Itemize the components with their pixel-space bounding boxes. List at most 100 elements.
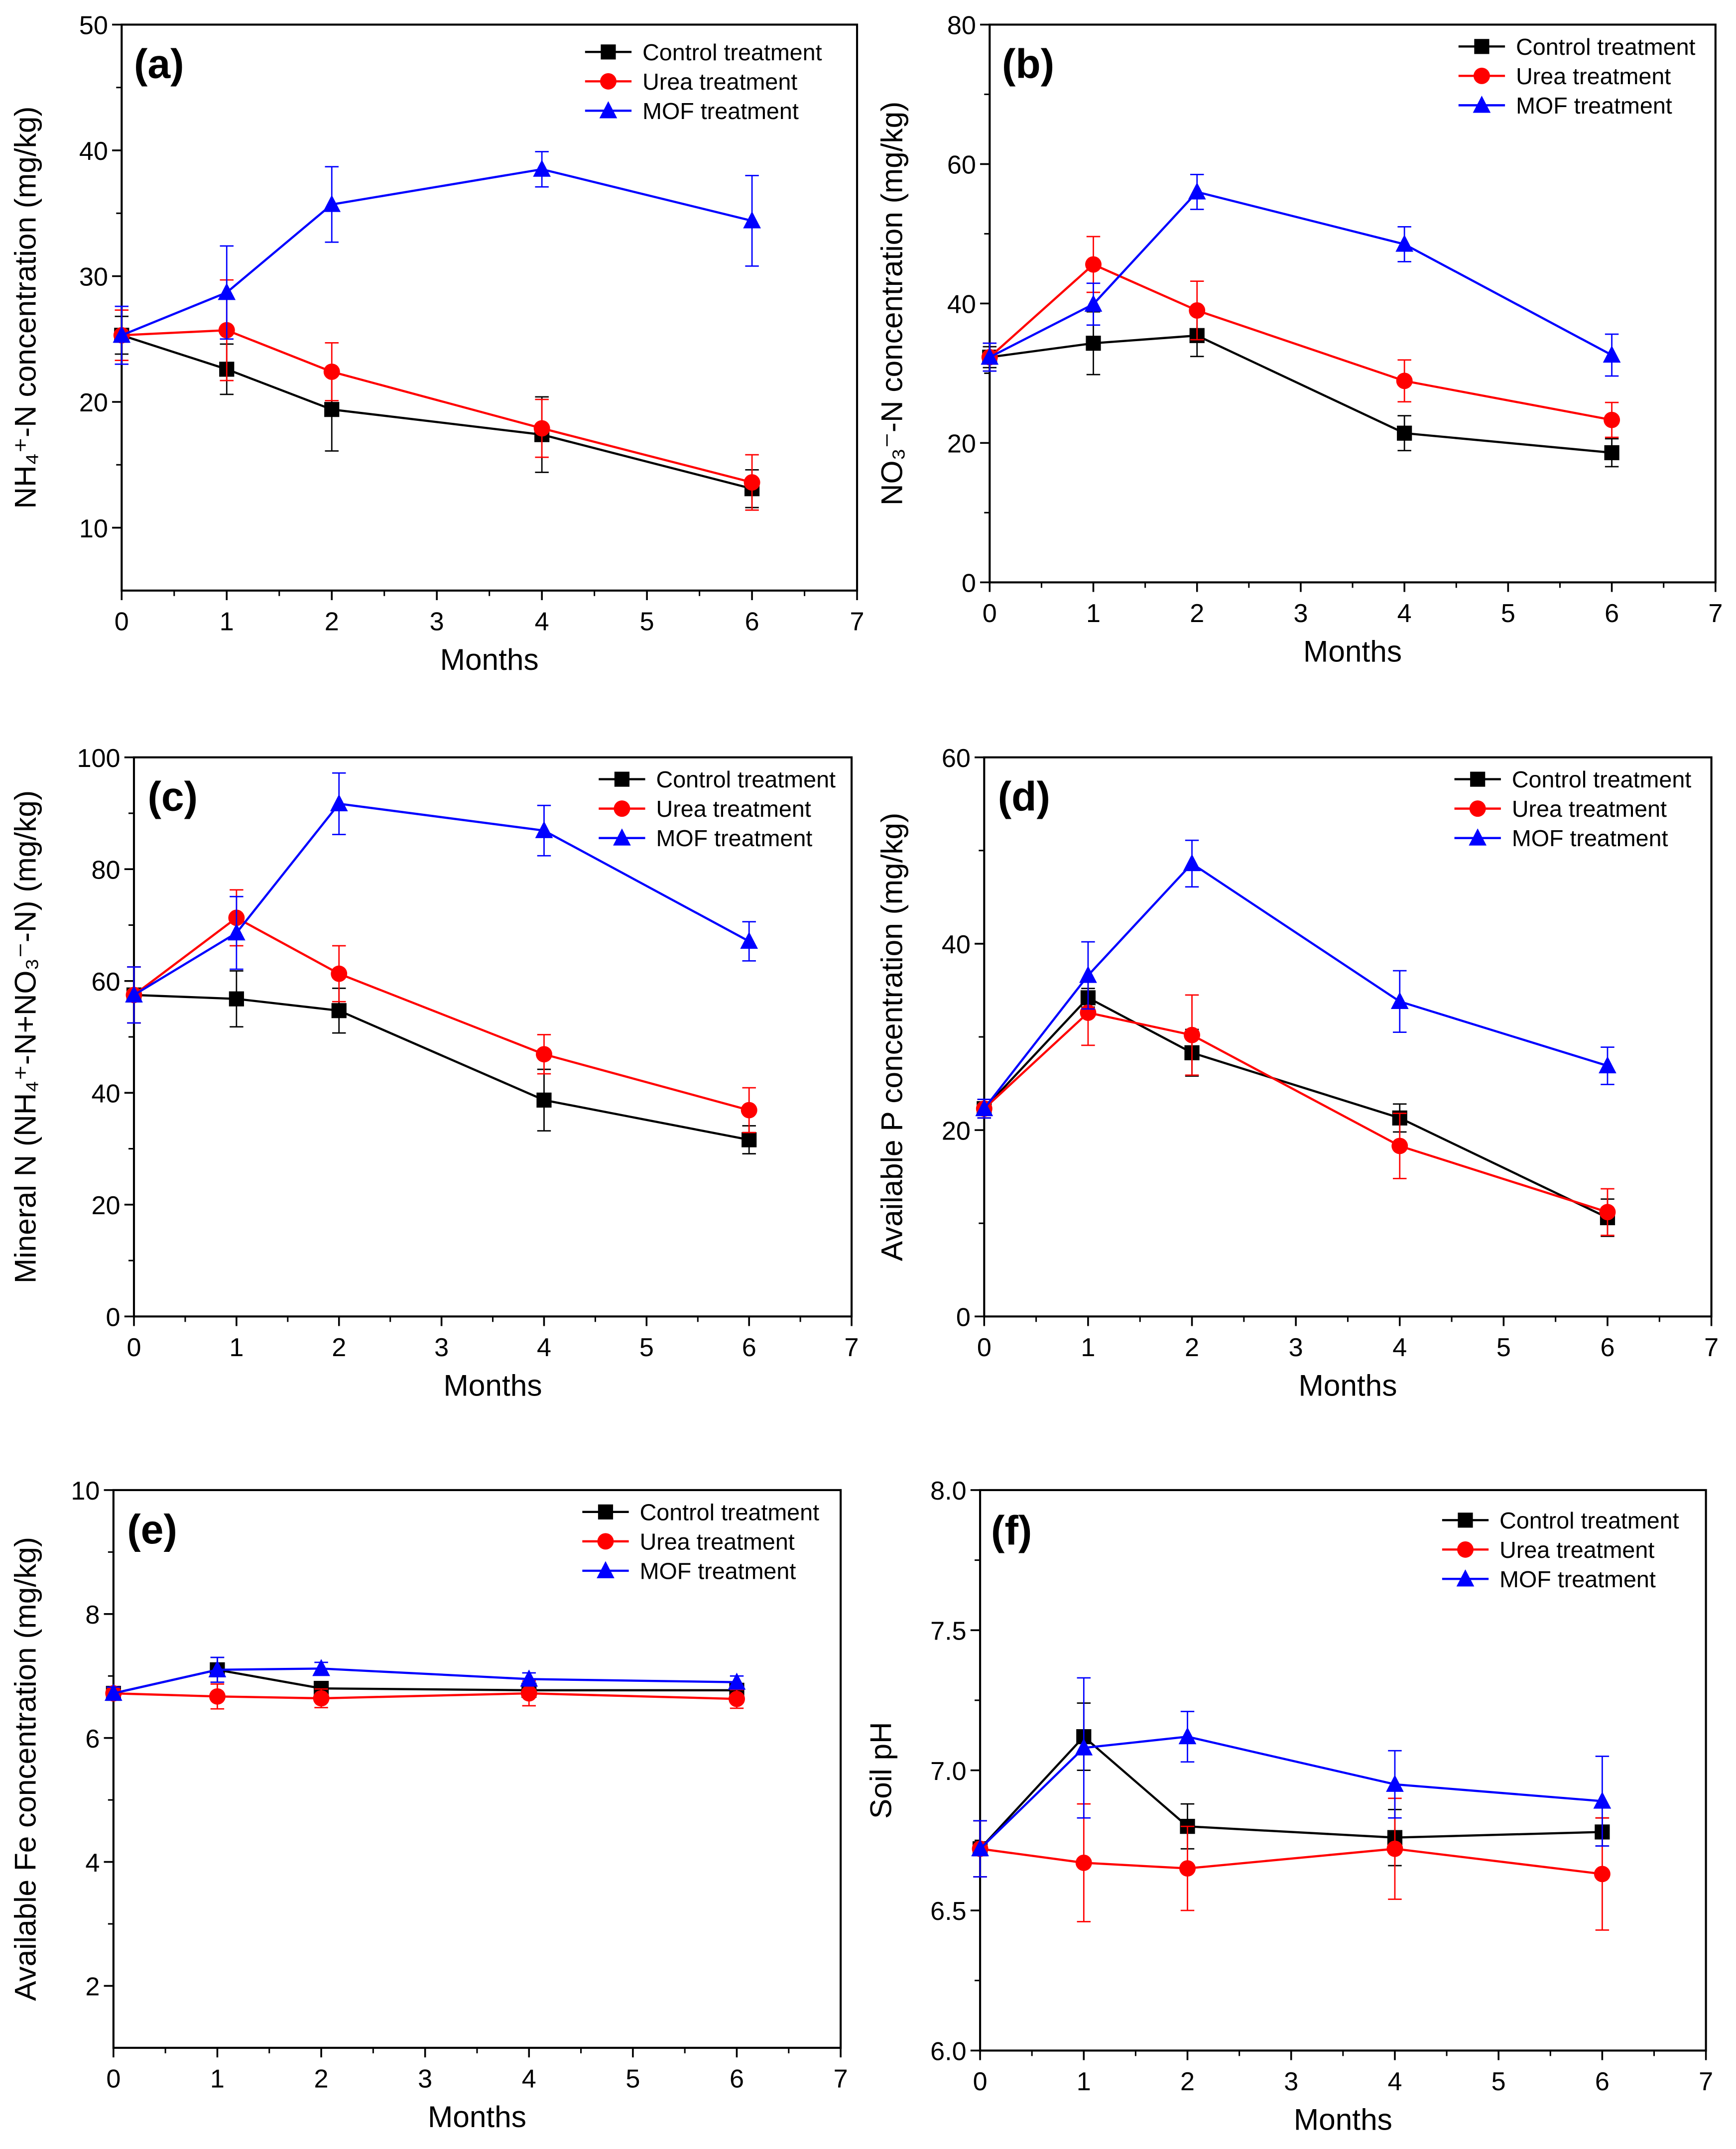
x-tick-label: 7 [1704, 1333, 1719, 1362]
data-point [1086, 336, 1101, 351]
series-line [113, 1692, 737, 1700]
data-point [228, 923, 246, 941]
legend-item: MOF treatment [599, 825, 812, 851]
x-tick-label: 6 [745, 607, 759, 636]
x-axis-label: Months [1303, 634, 1402, 668]
y-tick-label: 6 [85, 1725, 100, 1754]
data-point [1188, 182, 1206, 200]
data-point [1390, 992, 1409, 1010]
series-mof [975, 839, 1616, 1119]
series-urea [972, 1797, 1611, 1931]
y-tick-label: 40 [942, 930, 971, 959]
x-tick-label: 5 [625, 2064, 640, 2093]
series-line [989, 263, 1612, 421]
data-point [331, 1003, 347, 1018]
x-tick-label: 5 [1496, 1333, 1511, 1362]
data-point [1391, 1138, 1408, 1154]
legend-label: Control treatment [656, 766, 836, 792]
x-tick-label: 6 [1595, 2067, 1610, 2096]
series-control [977, 988, 1615, 1237]
data-point [331, 965, 348, 982]
panel-label: (e) [127, 1507, 177, 1552]
data-point [1599, 1204, 1616, 1221]
legend-label: Urea treatment [640, 1528, 795, 1554]
legend-label: MOF treatment [1512, 825, 1668, 851]
legend-label: Control treatment [1512, 766, 1691, 792]
x-tick-label: 7 [850, 607, 865, 636]
x-tick-label: 1 [1086, 599, 1101, 628]
legend-item: Urea treatment [599, 796, 811, 822]
data-point [1178, 1727, 1197, 1745]
legend-item: MOF treatment [585, 98, 799, 124]
data-point [1599, 1056, 1616, 1074]
x-tick-label: 1 [1081, 1333, 1095, 1362]
legend-label: MOF treatment [1516, 93, 1672, 119]
series-urea [113, 279, 760, 511]
legend-marker [1457, 1541, 1474, 1558]
x-tick-label: 2 [332, 1333, 346, 1362]
series-line [983, 862, 1608, 1110]
data-point [533, 420, 550, 437]
series-urea [976, 979, 1616, 1236]
data-point [520, 1685, 537, 1702]
y-tick-label: 100 [77, 744, 121, 773]
y-tick-label: 80 [92, 856, 121, 885]
y-tick-label: 80 [947, 11, 976, 40]
legend-label: Urea treatment [642, 69, 797, 95]
data-point [313, 1690, 330, 1707]
y-tick-label: 2 [85, 1973, 100, 2002]
x-axis-label: Months [444, 1369, 542, 1402]
series-urea [981, 236, 1620, 438]
x-tick-label: 3 [430, 607, 444, 636]
series-urea [105, 1680, 745, 1710]
data-point [209, 1688, 226, 1705]
data-point [1183, 854, 1201, 872]
series-line [983, 1011, 1608, 1213]
x-tick-label: 4 [522, 2064, 536, 2093]
series-line [121, 168, 752, 337]
x-tick-label: 5 [1501, 599, 1515, 628]
legend-marker [614, 800, 630, 817]
legend-marker [1469, 828, 1487, 846]
legend-item: Urea treatment [585, 69, 797, 95]
x-tick-label: 2 [1185, 1333, 1199, 1362]
x-tick-label: 0 [983, 599, 997, 628]
data-point [104, 1683, 123, 1701]
x-tick-label: 5 [639, 1333, 654, 1362]
y-axis-label: NH₄⁺-N concentration (mg/kg) [8, 107, 42, 509]
data-point [312, 1659, 330, 1676]
x-tick-label: 0 [977, 1333, 992, 1362]
chart-panel-d: 0 1 2 3 4 5 6 7 0 20 40 60 Months Available P concent… [875, 744, 1719, 1402]
legend-marker [614, 771, 630, 787]
data-point [981, 347, 999, 365]
x-tick-label: 4 [537, 1333, 551, 1362]
legend-label: Urea treatment [656, 796, 811, 822]
x-tick-label: 3 [1289, 1333, 1303, 1362]
x-tick-label: 1 [1077, 2067, 1091, 2096]
y-tick-label: 40 [92, 1079, 121, 1108]
data-point [1396, 373, 1413, 389]
x-tick-label: 3 [418, 2064, 432, 2093]
data-point [1386, 1840, 1403, 1857]
y-tick-label: 4 [85, 1849, 100, 1878]
x-tick-label: 3 [1293, 599, 1308, 628]
x-tick-label: 2 [1190, 599, 1204, 628]
x-tick-label: 7 [1699, 2067, 1713, 2096]
data-point [1594, 1866, 1611, 1883]
y-tick-label: 20 [947, 430, 976, 459]
x-tick-label: 4 [1387, 2067, 1402, 2096]
panel-label: (a) [134, 41, 184, 87]
legend-marker [1456, 1569, 1475, 1587]
legend-label: MOF treatment [642, 98, 799, 124]
legend-label: MOF treatment [640, 1558, 796, 1584]
chart-panel-b: 0 1 2 3 4 5 6 7 0 20 40 60 80 Months NO₃⁻-N concentrat… [875, 11, 1723, 668]
y-tick-label: 60 [942, 744, 971, 773]
series-line [990, 334, 1612, 454]
legend-item: Urea treatment [1458, 63, 1671, 89]
x-tick-label: 0 [106, 2064, 121, 2093]
legend-item: Control treatment [1458, 34, 1696, 60]
y-tick-label: 0 [962, 569, 976, 598]
data-point [533, 159, 551, 177]
legend-marker [600, 73, 617, 90]
